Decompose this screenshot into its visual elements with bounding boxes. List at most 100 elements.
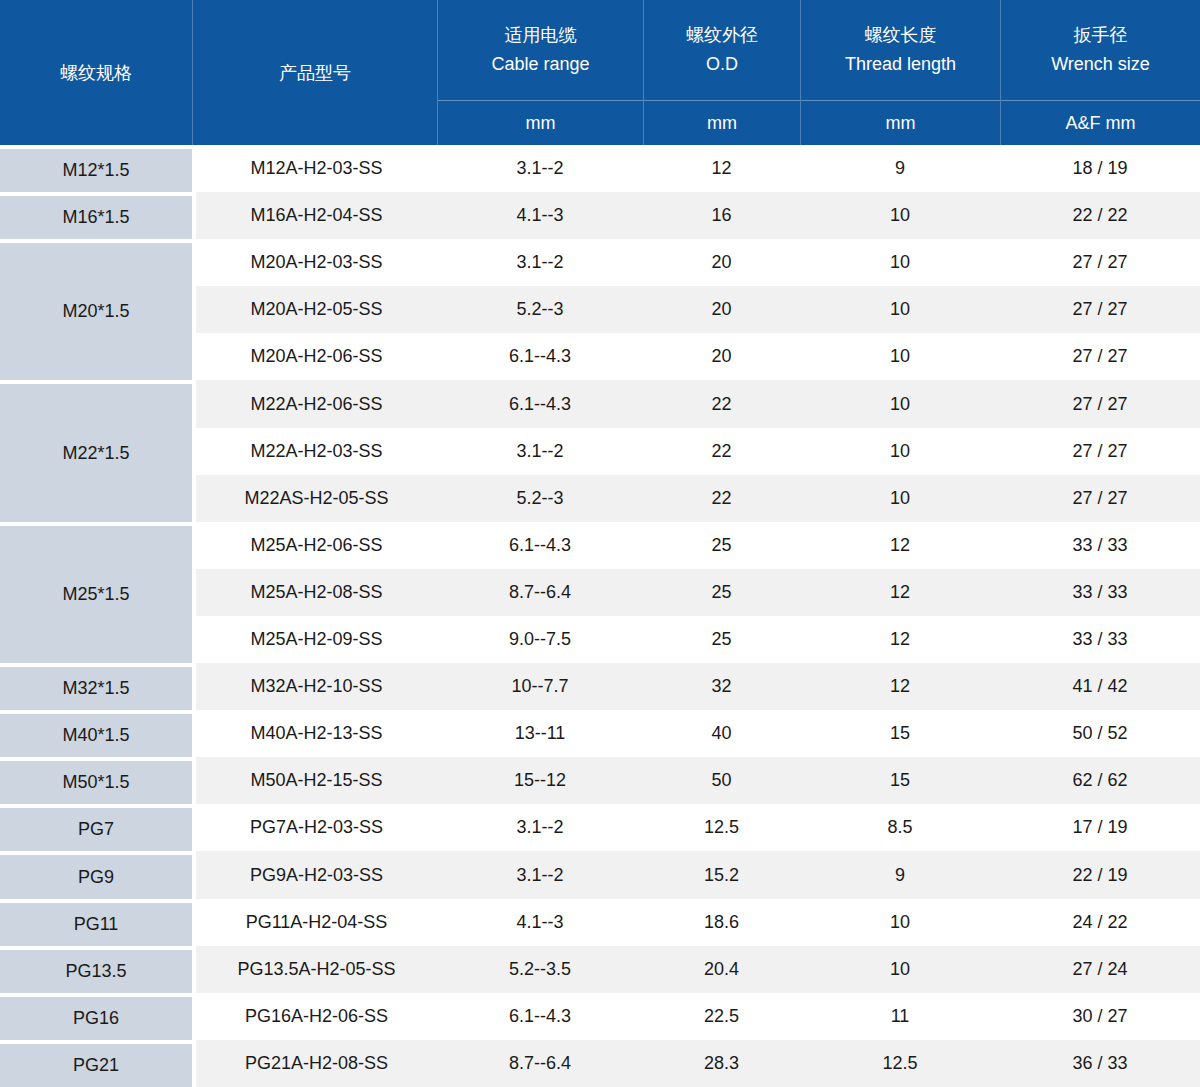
cell-length: 10 bbox=[800, 428, 1000, 475]
thread-spec-cell: PG21 bbox=[0, 1040, 192, 1087]
thread-spec-cell: PG9 bbox=[0, 851, 192, 898]
header-cable-range-en: Cable range bbox=[491, 50, 589, 79]
cell-cable: 3.1--2 bbox=[437, 428, 643, 475]
cell-wrench: 33 / 33 bbox=[1000, 522, 1200, 569]
cell-cable: 9.0--7.5 bbox=[437, 616, 643, 663]
header-thread-length-zh: 螺纹长度 bbox=[865, 21, 937, 50]
header-product-model: 产品型号 bbox=[192, 0, 437, 145]
cell-wrench: 33 / 33 bbox=[1000, 569, 1200, 616]
cell-od: 50 bbox=[643, 757, 800, 804]
cell-model: M25A-H2-06-SS bbox=[196, 522, 437, 569]
cell-od: 12.5 bbox=[643, 804, 800, 851]
thread-spec-cell: M12*1.5 bbox=[0, 145, 192, 192]
cell-model: M22AS-H2-05-SS bbox=[196, 475, 437, 522]
cell-length: 10 bbox=[800, 286, 1000, 333]
cell-model: M50A-H2-15-SS bbox=[196, 757, 437, 804]
header-thread-spec: 螺纹规格 bbox=[0, 0, 192, 145]
cell-length: 12 bbox=[800, 663, 1000, 710]
cell-od: 25 bbox=[643, 522, 800, 569]
cell-od: 20 bbox=[643, 239, 800, 286]
header-thread-length-unit: mm bbox=[801, 100, 1000, 145]
cell-model: M40A-H2-13-SS bbox=[196, 710, 437, 757]
thread-spec-cell: M32*1.5 bbox=[0, 663, 192, 710]
header-thread-length-title: 螺纹长度 Thread length bbox=[801, 0, 1000, 100]
cell-length: 10 bbox=[800, 475, 1000, 522]
cell-wrench: 30 / 27 bbox=[1000, 993, 1200, 1040]
cell-length: 12 bbox=[800, 522, 1000, 569]
cell-length: 9 bbox=[800, 851, 1000, 898]
cell-od: 20.4 bbox=[643, 946, 800, 993]
cell-od: 16 bbox=[643, 192, 800, 239]
header-thread-od-unit: mm bbox=[644, 100, 800, 145]
cell-length: 15 bbox=[800, 757, 1000, 804]
cell-cable: 5.2--3.5 bbox=[437, 946, 643, 993]
cell-cable: 8.7--6.4 bbox=[437, 569, 643, 616]
cell-od: 22 bbox=[643, 475, 800, 522]
cell-cable: 3.1--2 bbox=[437, 145, 643, 192]
cell-length: 12 bbox=[800, 616, 1000, 663]
header-cable-range-zh: 适用电缆 bbox=[505, 21, 577, 50]
cell-wrench: 62 / 62 bbox=[1000, 757, 1200, 804]
cell-cable: 6.1--4.3 bbox=[437, 380, 643, 427]
header-thread-spec-label: 螺纹规格 bbox=[60, 61, 132, 85]
cell-length: 8.5 bbox=[800, 804, 1000, 851]
thread-spec-cell: PG7 bbox=[0, 804, 192, 851]
cell-model: PG11A-H2-04-SS bbox=[196, 899, 437, 946]
thread-spec-cell: M22*1.5 bbox=[0, 380, 192, 521]
header-thread-od-en: O.D bbox=[706, 50, 738, 79]
cell-wrench: 36 / 33 bbox=[1000, 1040, 1200, 1087]
cell-length: 10 bbox=[800, 333, 1000, 380]
thread-spec-cell: M16*1.5 bbox=[0, 192, 192, 239]
cell-length: 10 bbox=[800, 239, 1000, 286]
cell-model: PG16A-H2-06-SS bbox=[196, 993, 437, 1040]
cell-cable: 6.1--4.3 bbox=[437, 522, 643, 569]
cell-wrench: 50 / 52 bbox=[1000, 710, 1200, 757]
header-thread-od: 螺纹外径 O.D mm bbox=[643, 0, 800, 145]
cell-wrench: 27 / 27 bbox=[1000, 475, 1200, 522]
cell-wrench: 27 / 27 bbox=[1000, 380, 1200, 427]
cell-cable: 3.1--2 bbox=[437, 804, 643, 851]
cell-length: 10 bbox=[800, 380, 1000, 427]
cell-od: 25 bbox=[643, 569, 800, 616]
header-product-model-label: 产品型号 bbox=[279, 61, 351, 85]
header-wrench-size-zh: 扳手径 bbox=[1074, 21, 1128, 50]
cell-cable: 4.1--3 bbox=[437, 899, 643, 946]
table-body: M12*1.5M12A-H2-03-SS3.1--212918 / 19M16*… bbox=[0, 145, 1200, 1087]
cell-cable: 13--11 bbox=[437, 710, 643, 757]
cell-cable: 8.7--6.4 bbox=[437, 1040, 643, 1087]
header-thread-length-en: Thread length bbox=[845, 50, 956, 79]
cell-model: M16A-H2-04-SS bbox=[196, 192, 437, 239]
cell-length: 10 bbox=[800, 899, 1000, 946]
cell-wrench: 41 / 42 bbox=[1000, 663, 1200, 710]
cell-od: 12 bbox=[643, 145, 800, 192]
cell-model: M22A-H2-06-SS bbox=[196, 380, 437, 427]
cell-od: 22.5 bbox=[643, 993, 800, 1040]
cell-od: 20 bbox=[643, 286, 800, 333]
thread-spec-cell: PG16 bbox=[0, 993, 192, 1040]
cell-od: 32 bbox=[643, 663, 800, 710]
cell-length: 15 bbox=[800, 710, 1000, 757]
cell-od: 40 bbox=[643, 710, 800, 757]
thread-spec-cell: M25*1.5 bbox=[0, 522, 192, 663]
cell-wrench: 24 / 22 bbox=[1000, 899, 1200, 946]
cell-cable: 5.2--3 bbox=[437, 475, 643, 522]
cell-od: 20 bbox=[643, 333, 800, 380]
cell-model: PG7A-H2-03-SS bbox=[196, 804, 437, 851]
cell-cable: 15--12 bbox=[437, 757, 643, 804]
cell-length: 9 bbox=[800, 145, 1000, 192]
cell-length: 12.5 bbox=[800, 1040, 1000, 1087]
cell-od: 18.6 bbox=[643, 899, 800, 946]
cell-model: M20A-H2-06-SS bbox=[196, 333, 437, 380]
thread-spec-cell: PG13.5 bbox=[0, 946, 192, 993]
cell-model: M32A-H2-10-SS bbox=[196, 663, 437, 710]
cell-wrench: 22 / 22 bbox=[1000, 192, 1200, 239]
cell-length: 10 bbox=[800, 192, 1000, 239]
cell-od: 25 bbox=[643, 616, 800, 663]
cell-wrench: 22 / 19 bbox=[1000, 851, 1200, 898]
cell-cable: 5.2--3 bbox=[437, 286, 643, 333]
cell-wrench: 17 / 19 bbox=[1000, 804, 1200, 851]
cell-wrench: 18 / 19 bbox=[1000, 145, 1200, 192]
cell-wrench: 27 / 27 bbox=[1000, 239, 1200, 286]
header-thread-od-zh: 螺纹外径 bbox=[686, 21, 758, 50]
cell-model: PG9A-H2-03-SS bbox=[196, 851, 437, 898]
